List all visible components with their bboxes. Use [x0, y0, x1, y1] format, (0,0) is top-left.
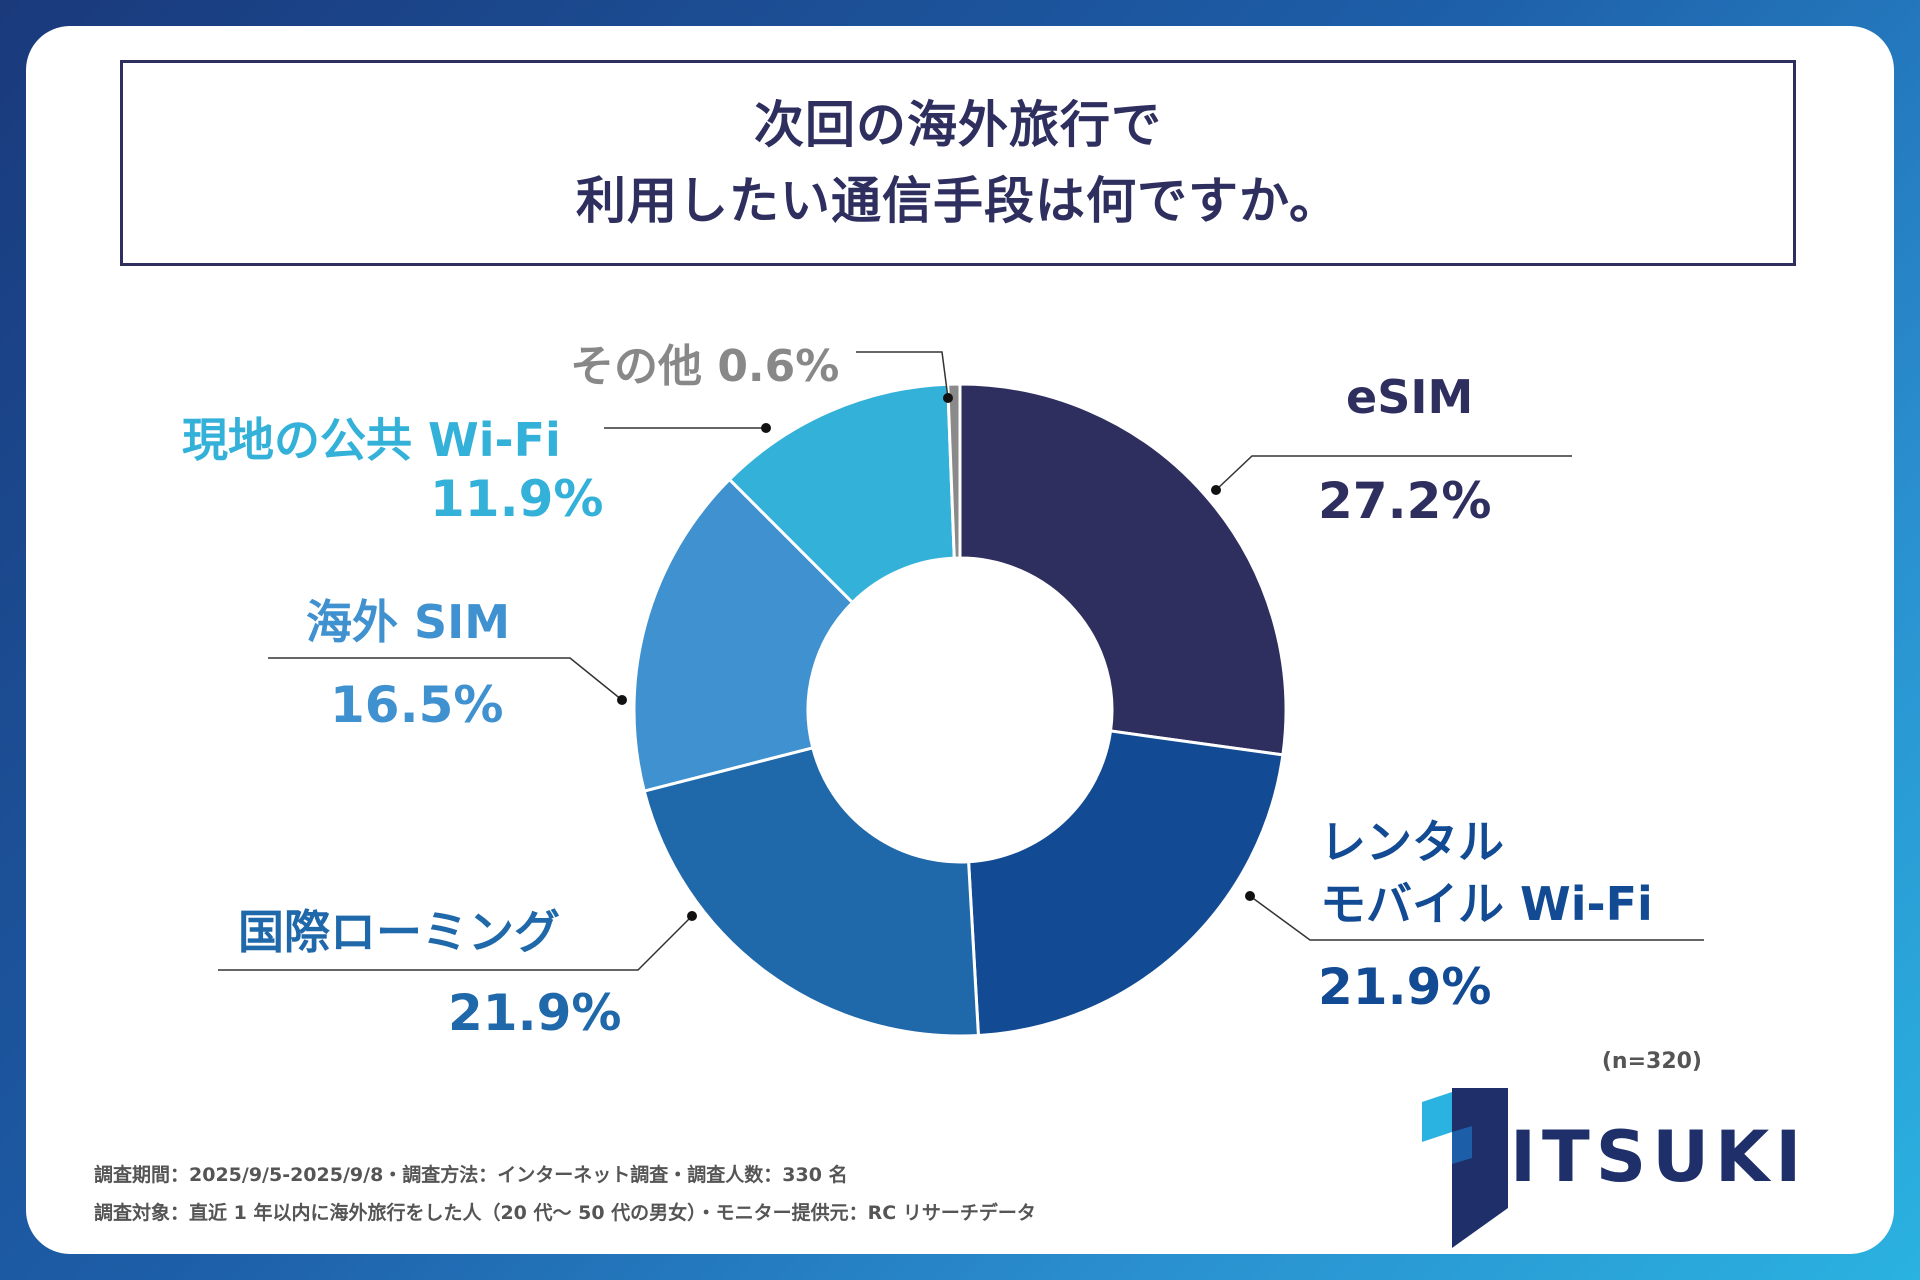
label-other: その他 0.6%	[570, 341, 840, 392]
label-esim-value: 27.2%	[1318, 472, 1492, 530]
footer-line-1: 調査期間：2025/9/5-2025/9/8・調査方法：インターネット調査・調査…	[94, 1164, 848, 1186]
card	[26, 26, 1894, 1254]
label-wifi-value: 11.9%	[430, 470, 604, 528]
donut-slice-0	[958, 382, 1288, 757]
leader-dot-roaming	[687, 911, 697, 921]
label-roaming-value: 21.9%	[448, 984, 622, 1042]
donut-slice-1	[967, 729, 1285, 1038]
sample-size-note: (n=320)	[1601, 1049, 1702, 1074]
leader-rental	[1249, 895, 1704, 941]
leader-dot-esim	[1211, 485, 1221, 495]
title-line-2: 利用したい通信手段は何ですか。	[576, 172, 1340, 230]
leader-dot-other	[943, 393, 953, 403]
label-roaming-name: 国際ローミング	[238, 905, 560, 959]
donut-slice-4	[727, 382, 956, 605]
label-rental-name-2: モバイル Wi-Fi	[1320, 877, 1653, 931]
label-esim-name: eSIM	[1346, 370, 1474, 424]
leader-dot-wifi	[761, 423, 771, 433]
label-rental-value: 21.9%	[1318, 958, 1492, 1016]
leader-esim	[1215, 455, 1572, 491]
label-rental-name-1: レンタル	[1320, 815, 1504, 869]
itsuki-logo-icon	[1422, 1088, 1508, 1248]
label-sim-value: 16.5%	[330, 676, 504, 734]
leader-roaming	[218, 915, 693, 971]
brand-name: ITSUKI	[1510, 1116, 1808, 1198]
donut-slice-5	[946, 382, 962, 560]
donut-slice-3	[632, 477, 855, 793]
label-sim-name: 海外 SIM	[306, 595, 511, 649]
footer-line-2: 調査対象：直近 1 年以内に海外旅行をした人（20 代〜 50 代の男女）・モニ…	[94, 1202, 1036, 1224]
label-wifi-name: 現地の公共 Wi-Fi	[182, 413, 561, 467]
leader-dot-sim	[617, 695, 627, 705]
donut-slice-2	[642, 745, 981, 1038]
leader-dot-rental	[1245, 891, 1255, 901]
leader-sim	[268, 657, 623, 701]
title-box: 次回の海外旅行で 利用したい通信手段は何ですか。	[120, 60, 1796, 266]
leader-other	[856, 351, 949, 399]
title-line-1: 次回の海外旅行で	[754, 96, 1162, 154]
